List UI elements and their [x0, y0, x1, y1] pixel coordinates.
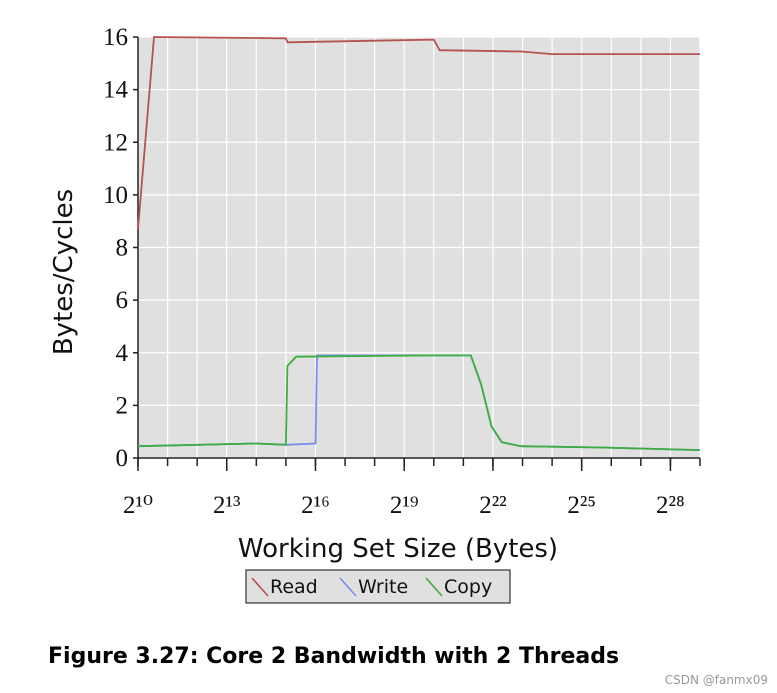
y-tick-label: 6	[116, 287, 129, 314]
x-axis-label: Working Set Size (Bytes)	[238, 534, 558, 564]
series-line	[137, 36, 700, 230]
series-line	[137, 354, 701, 451]
y-tick-label: 12	[103, 129, 128, 156]
x-tick-label: 2²²	[479, 492, 507, 519]
y-axis-label: Bytes/Cycles	[49, 189, 79, 355]
y-tick-label: 4	[116, 340, 129, 367]
x-tick-label: 2¹⁰	[123, 492, 153, 519]
x-tick-label: 2²⁵	[567, 492, 596, 519]
y-tick-label: 0	[116, 445, 129, 472]
x-tick-label: 2²⁸	[656, 492, 685, 519]
caption: Figure 3.27: Core 2 Bandwidth with 2 Thr…	[48, 644, 619, 669]
legend-box	[245, 569, 511, 604]
watermark: CSDN @fanmx09	[665, 673, 768, 687]
legend-swatch	[425, 577, 443, 597]
legend-label: Read	[270, 576, 318, 598]
legend-label: Write	[358, 576, 408, 598]
x-tick-label: 2¹³	[213, 492, 241, 519]
y-tick-label: 2	[116, 392, 129, 419]
x-tick-label: 2¹⁶	[301, 492, 330, 519]
legend-swatch	[339, 577, 357, 597]
legend-label: Copy	[444, 576, 492, 598]
y-tick-label: 14	[103, 77, 129, 104]
x-tick-label: 2¹⁹	[390, 492, 419, 519]
y-tick-label: 16	[103, 24, 128, 51]
y-tick-label: 8	[116, 235, 129, 262]
y-tick-label: 10	[103, 182, 128, 209]
legend-swatch	[251, 577, 269, 597]
legend: Read Write Copy	[245, 569, 511, 604]
